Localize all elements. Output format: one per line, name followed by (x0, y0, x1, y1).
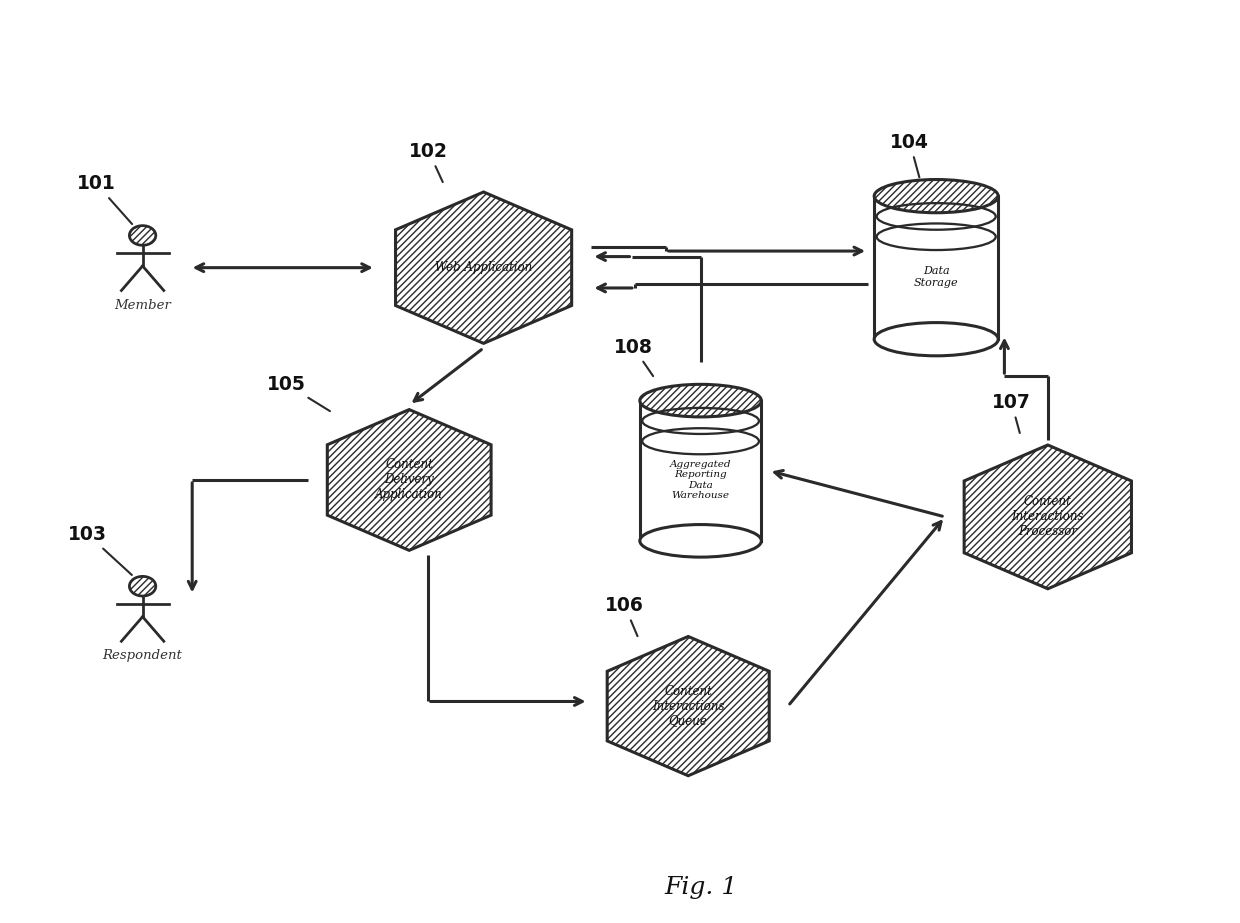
Text: Fig. 1: Fig. 1 (663, 877, 738, 899)
Text: 107: 107 (992, 393, 1030, 433)
Polygon shape (874, 197, 998, 340)
Text: 108: 108 (614, 338, 653, 377)
Polygon shape (640, 401, 761, 541)
Text: 101: 101 (77, 174, 133, 224)
Text: Web Application: Web Application (435, 261, 532, 274)
Text: Aggregated
Reporting
Data
Warehouse: Aggregated Reporting Data Warehouse (670, 460, 732, 500)
Ellipse shape (640, 524, 761, 557)
Text: 105: 105 (267, 375, 330, 411)
Ellipse shape (874, 323, 998, 356)
Text: Data
Storage: Data Storage (914, 266, 959, 288)
Text: Content
Interactions
Queue: Content Interactions Queue (652, 685, 724, 727)
Text: 103: 103 (68, 525, 131, 575)
Text: Content
Delivery
Application: Content Delivery Application (376, 459, 443, 501)
Text: 106: 106 (605, 596, 644, 636)
Text: Content
Interactions
Processor: Content Interactions Processor (1012, 496, 1084, 538)
Polygon shape (608, 637, 769, 775)
Polygon shape (396, 192, 572, 343)
Polygon shape (965, 445, 1131, 589)
Text: Member: Member (114, 298, 171, 312)
Ellipse shape (640, 384, 761, 417)
Text: 104: 104 (890, 133, 929, 177)
Polygon shape (327, 410, 491, 550)
Text: Respondent: Respondent (103, 650, 182, 663)
Ellipse shape (874, 179, 998, 213)
Text: 102: 102 (409, 142, 448, 182)
